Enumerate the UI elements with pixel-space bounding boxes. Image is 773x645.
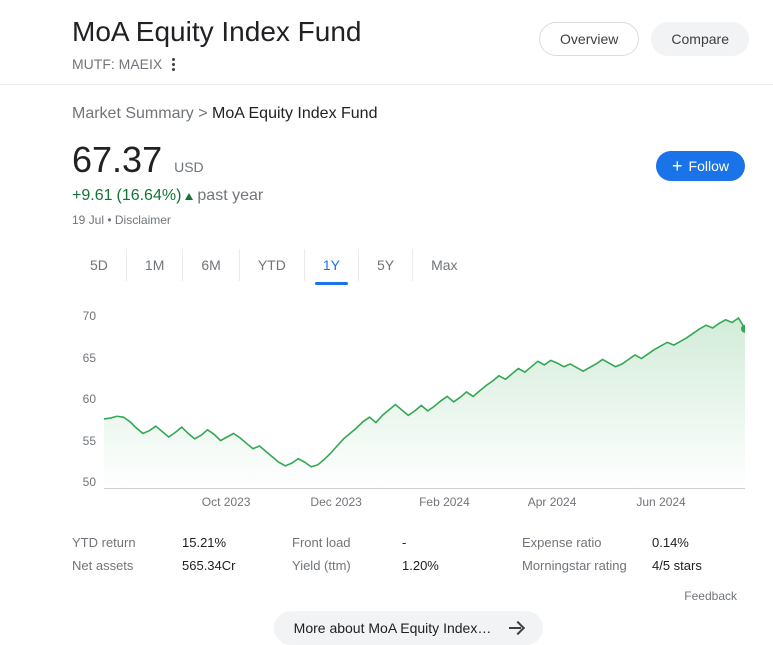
range-tab-ytd[interactable]: YTD [240,249,305,281]
follow-label: Follow [689,158,729,174]
follow-button[interactable]: + Follow [656,151,745,181]
y-tick: 70 [72,309,96,323]
more-pill-wrap: More about MoA Equity Index… [72,611,745,645]
stat-val-rating: 4/5 stars [652,558,722,573]
ticker-row: MUTF: MAEIX [72,56,362,72]
content-area: Market Summary > MoA Equity Index Fund 6… [0,85,773,645]
range-tab-1y[interactable]: 1Y [305,249,359,281]
stat-label-yield: Yield (ttm) [292,558,402,573]
stat-val-netassets: 565.34Cr [182,558,292,573]
stat-label-ytd: YTD return [72,535,182,550]
x-tick [104,495,202,509]
range-tabs: 5D1M6MYTD1Y5YMax [72,249,745,281]
range-tab-5d[interactable]: 5D [72,249,127,281]
overview-button[interactable]: Overview [539,22,639,56]
breadcrumb-current: MoA Equity Index Fund [212,105,377,122]
change-row: +9.61 (16.64%) past year [72,187,745,205]
price-row: 67.37 USD + Follow [72,139,745,181]
header-bar: MoA Equity Index Fund MUTF: MAEIX Overvi… [0,0,773,85]
tab-buttons: Overview Compare [539,22,749,56]
x-tick: Apr 2024 [528,495,637,509]
compare-button[interactable]: Compare [651,22,749,56]
more-label: More about MoA Equity Index… [294,620,492,636]
y-axis-labels: 70 65 60 55 50 [72,309,96,489]
more-about-button[interactable]: More about MoA Equity Index… [274,611,544,645]
range-tab-6m[interactable]: 6M [183,249,239,281]
stat-val-yield: 1.20% [402,558,522,573]
change-period: past year [197,187,263,205]
date-disclaimer[interactable]: 19 Jul • Disclaimer [72,213,745,227]
x-tick: Jun 2024 [636,495,745,509]
stats-grid: YTD return 15.21% Front load - Expense r… [72,535,745,573]
ticker-text: MUTF: MAEIX [72,56,162,72]
fund-title: MoA Equity Index Fund [72,16,362,48]
y-tick: 50 [72,475,96,489]
x-axis-labels: Oct 2023Dec 2023Feb 2024Apr 2024Jun 2024 [104,495,745,509]
arrow-up-icon [185,193,193,200]
price-chart [104,309,745,489]
breadcrumb: Market Summary > MoA Equity Index Fund [72,105,745,123]
stat-label-expense: Expense ratio [522,535,652,550]
breadcrumb-sep: > [198,105,207,122]
y-tick: 55 [72,434,96,448]
stat-val-frontload: - [402,535,522,550]
y-tick: 65 [72,351,96,365]
price-currency: USD [174,159,204,175]
change-abs: +9.61 [72,187,112,205]
y-tick: 60 [72,392,96,406]
range-tab-max[interactable]: Max [413,249,475,281]
x-tick: Feb 2024 [419,495,528,509]
range-tab-1m[interactable]: 1M [127,249,183,281]
x-tick: Oct 2023 [202,495,311,509]
more-menu-icon[interactable] [172,58,175,71]
x-tick: Dec 2023 [310,495,419,509]
chart-area[interactable]: 70 65 60 55 50 [72,309,745,489]
feedback-link[interactable]: Feedback [72,589,745,603]
stat-label-frontload: Front load [292,535,402,550]
stat-label-netassets: Net assets [72,558,182,573]
price-main: 67.37 USD [72,139,204,181]
stat-val-expense: 0.14% [652,535,722,550]
change-pct: (16.64%) [116,187,181,205]
stat-label-rating: Morningstar rating [522,558,652,573]
price-value: 67.37 [72,139,162,181]
breadcrumb-root[interactable]: Market Summary [72,105,194,122]
arrow-right-icon [509,621,523,635]
stat-val-ytd: 15.21% [182,535,292,550]
title-block: MoA Equity Index Fund MUTF: MAEIX [72,16,362,72]
range-tab-5y[interactable]: 5Y [359,249,413,281]
plus-icon: + [672,159,683,173]
